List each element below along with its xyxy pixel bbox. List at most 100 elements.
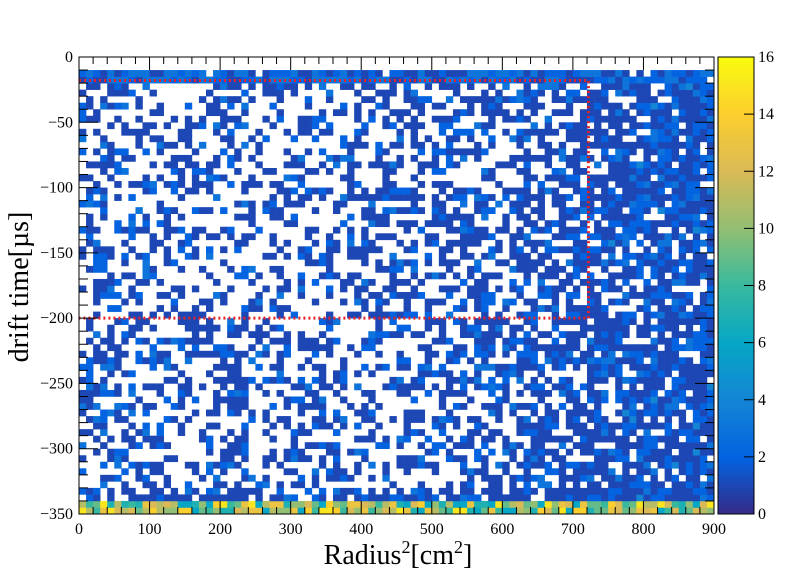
- heatmap-cell: [396, 161, 404, 169]
- heatmap-cell: [579, 207, 588, 214]
- heatmap-cell: [135, 494, 143, 502]
- heatmap-cell: [622, 429, 630, 436]
- heatmap-cell: [114, 161, 122, 169]
- heatmap-cell: [601, 285, 609, 293]
- heatmap-cell: [467, 96, 475, 103]
- heatmap-cell: [262, 409, 270, 417]
- heatmap-cell: [269, 194, 277, 201]
- heatmap-cell: [198, 474, 207, 482]
- heatmap-cell: [382, 76, 390, 84]
- heatmap-cell: [488, 318, 496, 325]
- heatmap-cell: [333, 272, 341, 280]
- colorbar-segment: [718, 57, 754, 62]
- heatmap-cell: [198, 435, 207, 443]
- heatmap-cell: [685, 194, 694, 201]
- heatmap-cell: [382, 115, 390, 123]
- heatmap-cell: [86, 226, 94, 234]
- heatmap-cell: [361, 233, 369, 241]
- heatmap-cell: [262, 115, 270, 123]
- heatmap-cell: [495, 181, 503, 188]
- heatmap-cell: [608, 331, 616, 339]
- heatmap-cell: [636, 272, 644, 280]
- heatmap-cell: [184, 494, 193, 502]
- heatmap-cell: [121, 167, 129, 175]
- heatmap-cell: [671, 265, 680, 273]
- heatmap-cell: [121, 370, 129, 378]
- heatmap-cell: [191, 167, 200, 175]
- heatmap-cell: [382, 468, 390, 476]
- heatmap-cell: [558, 376, 567, 384]
- heatmap-cell: [509, 115, 517, 123]
- heatmap-cell: [290, 200, 299, 208]
- heatmap-cell: [452, 83, 461, 90]
- heatmap-cell: [699, 207, 708, 214]
- colorbar-segment: [718, 440, 754, 446]
- heatmap-cell: [509, 265, 517, 273]
- heatmap-cell: [410, 487, 418, 495]
- heatmap-cell: [206, 109, 214, 117]
- heatmap-cell: [368, 83, 376, 90]
- heatmap-cell: [142, 403, 150, 410]
- colorbar-tick-label: 12: [758, 163, 774, 180]
- heatmap-cell: [657, 194, 665, 201]
- heatmap-cell: [93, 226, 101, 234]
- heatmap-cell: [311, 350, 320, 358]
- heatmap-cell: [79, 363, 87, 371]
- heatmap-cell: [431, 207, 440, 214]
- heatmap-cell: [460, 96, 468, 103]
- heatmap-cell: [622, 278, 630, 286]
- heatmap-cell: [657, 220, 665, 228]
- heatmap-cell: [213, 344, 221, 352]
- heatmap-cell: [664, 259, 672, 267]
- heatmap-cell: [149, 324, 157, 332]
- heatmap-cell: [664, 448, 672, 456]
- heatmap-cell: [678, 154, 687, 162]
- heatmap-cell: [579, 220, 588, 228]
- heatmap-cell: [523, 416, 531, 423]
- heatmap-cell: [382, 194, 390, 201]
- heatmap-cell: [636, 324, 644, 332]
- heatmap-cell: [587, 363, 595, 371]
- heatmap-cell: [184, 500, 193, 508]
- heatmap-cell: [544, 226, 553, 234]
- heatmap-cell: [699, 128, 708, 136]
- heatmap-cell: [643, 331, 651, 339]
- heatmap-cell: [452, 350, 461, 358]
- colorbar-segment: [718, 491, 754, 497]
- heatmap-cell: [678, 259, 687, 267]
- heatmap-cell: [241, 265, 249, 273]
- heatmap-cell: [650, 357, 658, 365]
- heatmap-cell: [706, 154, 715, 162]
- heatmap-cell: [587, 474, 595, 482]
- heatmap-cell: [565, 96, 574, 103]
- heatmap-cell: [537, 455, 545, 463]
- heatmap-cell: [375, 220, 383, 228]
- heatmap-cell: [149, 161, 157, 169]
- heatmap-cell: [516, 285, 524, 293]
- colorbar-segment: [718, 495, 754, 501]
- heatmap-cell: [206, 305, 214, 312]
- heatmap-cell: [297, 174, 306, 182]
- heatmap-cell: [333, 370, 341, 378]
- colorbar-tick-label: 14: [758, 106, 774, 123]
- heatmap-cell: [220, 174, 228, 182]
- heatmap-cell: [382, 233, 390, 241]
- colorbar-segment: [718, 194, 754, 200]
- heatmap-cell: [699, 83, 708, 90]
- heatmap-cell: [587, 128, 595, 136]
- heatmap-cell: [671, 141, 680, 149]
- heatmap-cell: [170, 181, 179, 188]
- heatmap-cell: [149, 468, 157, 476]
- heatmap-cell: [579, 409, 588, 417]
- heatmap-cell: [283, 200, 291, 208]
- heatmap-cell: [220, 468, 228, 476]
- heatmap-cell: [431, 416, 440, 423]
- heatmap-cell: [530, 70, 538, 77]
- heatmap-cell: [255, 324, 263, 332]
- heatmap-cell: [304, 252, 313, 260]
- heatmap-cell: [706, 305, 715, 312]
- heatmap-cell: [79, 148, 87, 156]
- heatmap-cell: [128, 70, 136, 77]
- heatmap-cell: [544, 265, 553, 273]
- heatmap-cell: [622, 174, 630, 182]
